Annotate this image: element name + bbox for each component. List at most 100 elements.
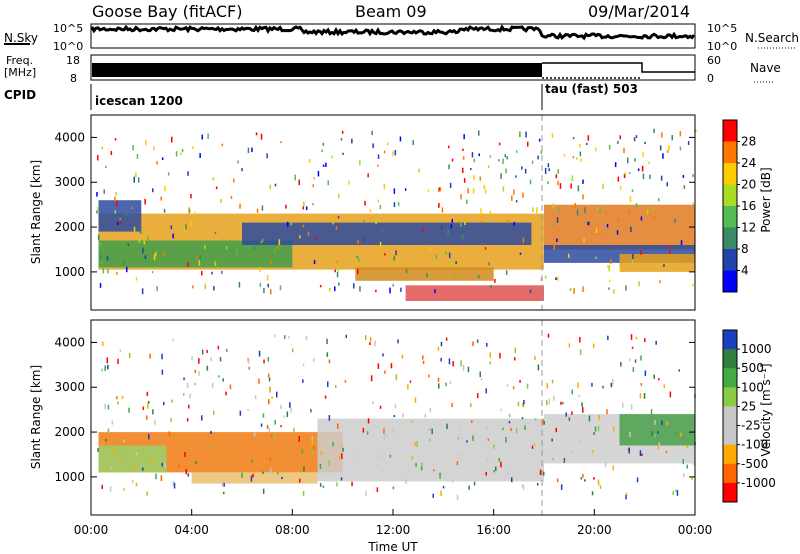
scatter-point — [536, 483, 539, 486]
scatter-point — [328, 415, 331, 421]
scatter-point — [510, 427, 512, 431]
scatter-point — [544, 168, 547, 174]
scatter-point — [353, 283, 355, 289]
scatter-point — [599, 206, 601, 213]
scatter-point — [559, 183, 562, 189]
scatter-point — [669, 245, 671, 248]
colorbar-segment — [723, 184, 737, 207]
scatter-point — [565, 412, 567, 417]
data-region — [355, 267, 494, 281]
velocity-data-regions — [98, 414, 695, 484]
scatter-point — [619, 185, 622, 190]
colorbar-tick-label: 100 — [741, 380, 764, 394]
scatter-point — [662, 153, 664, 159]
colorbar-segment — [723, 141, 737, 164]
scatter-point — [414, 442, 416, 446]
scatter-point — [289, 402, 291, 408]
scatter-point — [551, 133, 554, 138]
scatter-point — [201, 271, 203, 276]
scatter-point — [164, 185, 166, 192]
scatter-point — [674, 218, 676, 223]
scatter-point — [128, 407, 130, 413]
scatter-point — [644, 370, 647, 377]
velocity-panel: 1000 2000 3000 4000 00:00 04:00 08:00 12:00 16:… — [29, 319, 776, 554]
scatter-point — [553, 243, 555, 250]
scatter-point — [383, 428, 385, 434]
scatter-point — [99, 242, 101, 248]
scatter-point — [112, 448, 114, 453]
scatter-point — [644, 338, 646, 343]
scatter-point — [534, 355, 536, 361]
scatter-point — [301, 449, 304, 454]
scatter-point — [614, 162, 617, 168]
scatter-point — [363, 238, 366, 242]
scatter-point — [668, 144, 670, 151]
scatter-point — [583, 238, 585, 243]
scatter-point — [248, 366, 250, 370]
scatter-point — [623, 174, 626, 179]
scatter-point — [146, 415, 148, 420]
noise-right-tick-top: 10^5 — [707, 22, 737, 35]
scatter-point — [211, 271, 213, 275]
scatter-point — [305, 335, 308, 341]
scatter-point — [420, 466, 423, 471]
scatter-point — [260, 240, 262, 244]
scatter-point — [511, 195, 513, 201]
scatter-point — [147, 401, 150, 404]
scatter-point — [312, 184, 314, 188]
time-x-axis: 00:00 04:00 08:00 12:00 16:00 20:00 00:00 — [74, 509, 712, 537]
scatter-point — [110, 466, 113, 469]
scatter-point — [198, 358, 200, 364]
scatter-point — [230, 196, 233, 200]
scatter-point — [435, 254, 438, 260]
scatter-point — [584, 207, 586, 213]
scatter-point — [106, 357, 108, 364]
scatter-point — [218, 375, 220, 378]
data-region — [242, 222, 532, 245]
velocity-scatter — [97, 333, 696, 501]
noise-panel: N.Sky 10^5 10^0 10^5 10^0 N.Search — [4, 22, 799, 53]
scatter-point — [505, 168, 507, 174]
cpid-program-1: icescan 1200 — [95, 94, 183, 108]
x-tick-label: 12:00 — [376, 523, 411, 537]
scatter-point — [653, 216, 655, 221]
scatter-point — [258, 350, 261, 357]
scatter-point — [101, 260, 103, 264]
scatter-point — [555, 277, 557, 280]
scatter-point — [302, 206, 304, 210]
scatter-point — [161, 369, 164, 375]
scatter-point — [587, 221, 589, 226]
scatter-point — [682, 175, 685, 178]
scatter-point — [270, 259, 272, 265]
scatter-point — [543, 421, 545, 425]
scatter-point — [189, 393, 191, 399]
scatter-point — [356, 255, 358, 258]
colorbar-tick-label: 25 — [741, 399, 756, 413]
colorbar-segment — [723, 270, 737, 293]
scatter-point — [599, 485, 602, 489]
scatter-point — [415, 462, 417, 467]
scatter-point — [137, 177, 140, 183]
scatter-point — [152, 409, 154, 415]
colorbar-segment — [723, 463, 737, 484]
scatter-point — [513, 189, 515, 195]
scatter-point — [162, 251, 165, 256]
scatter-point — [507, 471, 509, 476]
y-tick-label: 1000 — [54, 265, 85, 279]
x-tick-label: 16:00 — [476, 523, 511, 537]
scatter-point — [262, 471, 264, 474]
scatter-point — [370, 375, 373, 382]
scatter-point — [312, 439, 315, 445]
scatter-point — [511, 477, 513, 483]
scatter-point — [392, 283, 394, 287]
scatter-point — [185, 469, 187, 475]
scatter-point — [274, 334, 276, 337]
scatter-point — [555, 427, 557, 433]
scatter-point — [187, 171, 189, 176]
scatter-point — [657, 444, 660, 450]
scatter-point — [449, 182, 452, 188]
scatter-point — [214, 231, 217, 235]
scatter-point — [256, 208, 259, 213]
scatter-point — [577, 185, 580, 192]
scatter-point — [637, 168, 640, 171]
